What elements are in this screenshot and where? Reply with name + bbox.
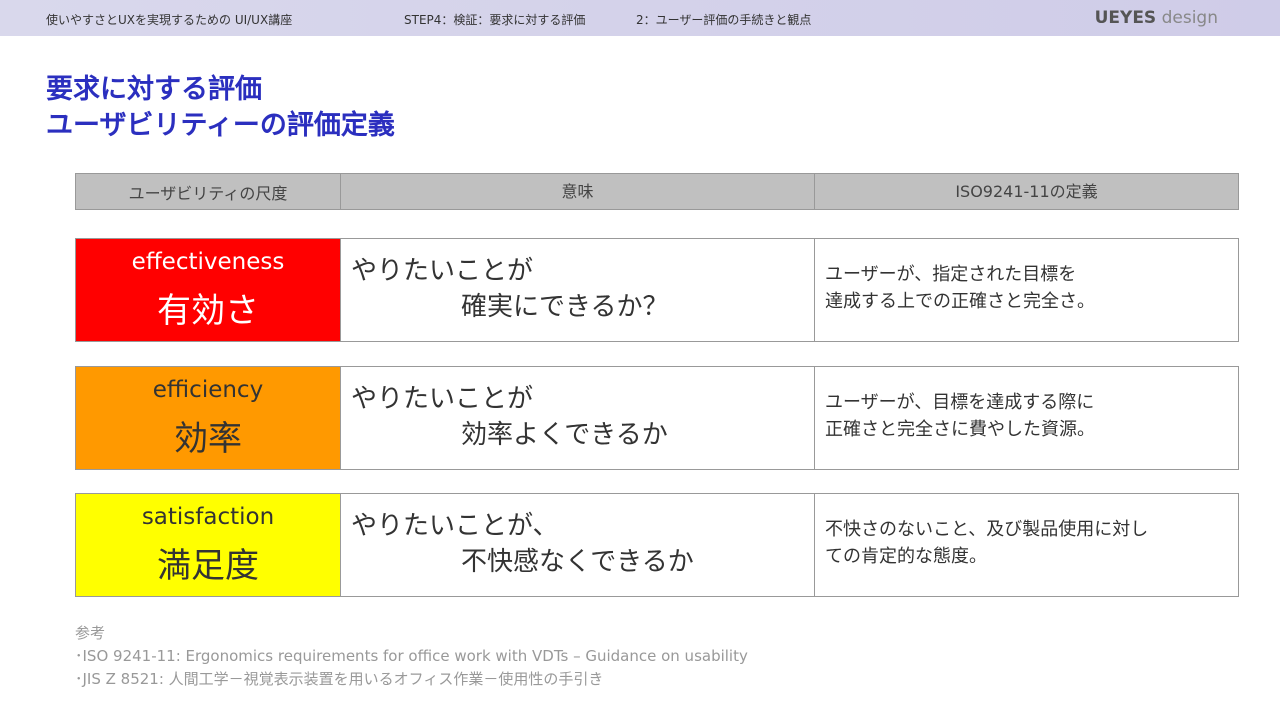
meaning-cell: やりたいことが確実にできるか？ <box>341 239 815 341</box>
definition-line: ての肯定的な態度。 <box>825 546 987 567</box>
definition-line: 達成する上での正確さと完全さ。 <box>825 291 1095 312</box>
measure-english: satisfaction <box>141 503 275 530</box>
meaning-cell: やりたいことが効率よくできるか <box>341 367 815 469</box>
definition-cell: ユーザーが、目標を達成する際に 正確さと完全さに費やした資源。 <box>815 367 1238 469</box>
meaning-line: 不快感なくできるか <box>461 547 694 577</box>
column-header: ユーザビリティの尺度 <box>76 174 341 209</box>
column-header: 意味 <box>341 174 815 209</box>
definition-line: 不快さのないこと、及び製品使用に対し <box>825 519 1149 540</box>
definition-line: ユーザーが、目標を達成する際に <box>825 392 1095 413</box>
section-label: 2：ユーザー評価の手続きと観点 <box>636 13 812 27</box>
measure-japanese: 効率 <box>174 418 242 459</box>
meaning-line: やりたいことが、 <box>351 511 559 541</box>
measure-english: efficiency <box>152 376 264 403</box>
title-line-2: ユーザビリティーの評価定義 <box>46 110 395 141</box>
definition-cell: ユーザーが、指定された目標を 達成する上での正確さと完全さ。 <box>815 239 1238 341</box>
measure-cell: efficiency 効率 <box>76 367 341 469</box>
meaning-line: やりたいことが <box>351 256 534 286</box>
table-row: effectiveness 有効さ やりたいことが確実にできるか？ ユーザーが、… <box>75 238 1239 342</box>
measure-english: effectiveness <box>131 248 285 275</box>
column-header: ISO9241-11の定義 <box>955 182 1098 201</box>
meaning-line: やりたいことが <box>351 384 534 414</box>
course-title: 使いやすさとUXを実現するための UI/UX講座 <box>46 13 293 27</box>
measure-japanese: 満足度 <box>157 545 259 586</box>
step-label: STEP4：検証：要求に対する評価 <box>404 13 586 27</box>
table-row: satisfaction 満足度 やりたいことが、不快感なくできるか 不快さのな… <box>75 493 1239 597</box>
meaning-line: 効率よくできるか <box>461 420 668 450</box>
page-title: 要求に対する評価 ユーザビリティーの評価定義 <box>46 72 395 144</box>
references: 参考 ･ISO 9241-11: Ergonomics requirements… <box>75 622 748 691</box>
title-line-1: 要求に対する評価 <box>46 74 262 105</box>
table-header: ユーザビリティの尺度 意味 ISO9241-11の定義 <box>75 173 1239 210</box>
table-row: efficiency 効率 やりたいことが効率よくできるか ユーザーが、目標を達… <box>75 366 1239 470</box>
meaning-cell: やりたいことが、不快感なくできるか <box>341 494 815 596</box>
definition-line: ユーザーが、指定された目標を <box>825 264 1077 285</box>
slide-header: 使いやすさとUXを実現するための UI/UX講座 STEP4：検証：要求に対する… <box>0 0 1280 36</box>
measure-cell: satisfaction 満足度 <box>76 494 341 596</box>
measure-cell: effectiveness 有効さ <box>76 239 341 341</box>
measure-japanese: 有効さ <box>157 290 259 331</box>
meaning-line: 確実にできるか？ <box>461 292 669 322</box>
reference-item: ･ISO 9241-11: Ergonomics requirements fo… <box>75 647 748 665</box>
ueyes-logo: UEYES design <box>1094 8 1218 28</box>
definition-line: 正確さと完全さに費やした資源。 <box>825 419 1095 440</box>
references-heading: 参考 <box>75 624 106 642</box>
definition-cell: 不快さのないこと、及び製品使用に対し ての肯定的な態度。 <box>815 494 1238 596</box>
reference-item: ･JIS Z 8521: 人間工学－視覚表示装置を用いるオフィス作業－使用性の手… <box>75 670 604 688</box>
